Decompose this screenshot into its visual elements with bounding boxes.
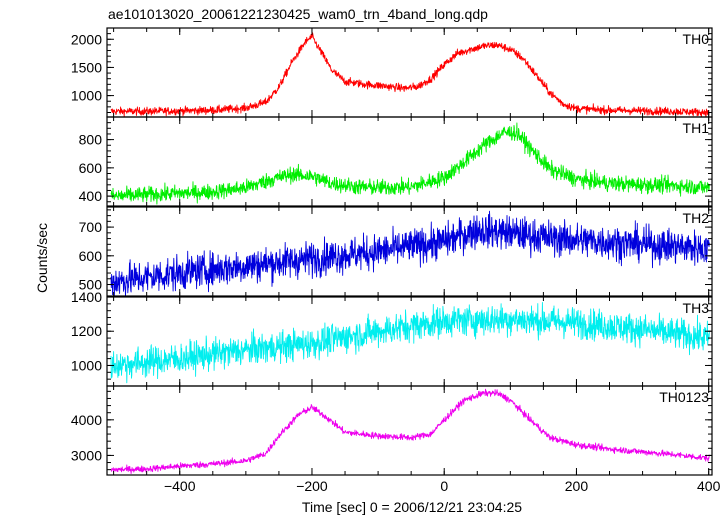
- y-tick-label: 500: [79, 277, 103, 293]
- panel-label-th0: TH0: [683, 31, 710, 47]
- x-axis: −400 −200 0 200 400: [164, 478, 721, 494]
- x-tick-label: 400: [697, 478, 721, 494]
- x-tick-label: −200: [296, 478, 328, 494]
- panel-th3: 1000 1200 1400 TH3: [71, 289, 713, 387]
- panel-label-th3: TH3: [683, 300, 710, 316]
- panel-label-th2: TH2: [683, 210, 710, 226]
- panel-frame: [106, 116, 713, 207]
- y-tick-label: 1000: [71, 88, 102, 104]
- chart-title: ae101013020_20061221230425_wam0_trn_4ban…: [108, 6, 488, 22]
- series-line-th0123: [110, 388, 710, 475]
- x-tick-label: −400: [164, 478, 196, 494]
- y-tick-label: 800: [79, 132, 103, 148]
- x-axis-label: Time [sec] 0 = 2006/12/21 23:04:25: [302, 499, 522, 515]
- y-tick-label: 3000: [71, 447, 102, 463]
- panel-th0: 1000 1500 2000 TH0: [71, 27, 713, 118]
- panel-label-th0123: TH0123: [659, 389, 709, 405]
- panel-label-th1: TH1: [683, 120, 710, 136]
- series-line-th3: [110, 302, 710, 384]
- series-line-th2: [110, 210, 710, 296]
- y-tick-label: 700: [79, 219, 103, 235]
- y-tick-label: 1500: [71, 59, 102, 75]
- series-line-th1: [110, 122, 710, 205]
- y-tick-label: 1200: [71, 323, 102, 339]
- panel-th0123: 3000 4000 TH0123: [71, 385, 713, 476]
- panel-frame: [106, 385, 713, 476]
- y-tick-label: 1000: [71, 357, 102, 373]
- panel-frame: [106, 206, 713, 297]
- x-tick-label: 0: [440, 478, 448, 494]
- y-tick-label: 2000: [71, 31, 102, 47]
- panel-th2: 500 600 700 TH2: [79, 206, 713, 297]
- panel-th1: 400 600 800 TH1: [79, 116, 713, 207]
- y-axis-label: Counts/sec: [34, 223, 50, 293]
- panel-frame: [106, 27, 713, 118]
- y-tick-label: 400: [79, 188, 103, 204]
- y-tick-label: 1400: [71, 289, 102, 305]
- x-tick-label: 200: [565, 478, 589, 494]
- series-line-th0: [110, 32, 710, 117]
- panels-group: 1000 1500 2000 TH0 400 600 800 TH1 500 600 700 TH2 1…: [71, 27, 713, 476]
- y-tick-label: 4000: [71, 412, 102, 428]
- y-tick-label: 600: [79, 248, 103, 264]
- y-tick-label: 600: [79, 160, 103, 176]
